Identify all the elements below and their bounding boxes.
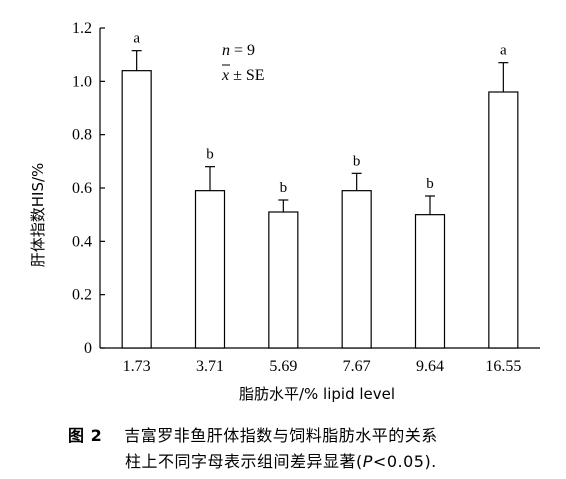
significance-letter: b — [280, 180, 288, 196]
x-tick-label: 9.64 — [416, 358, 444, 375]
figure-number: 图 2 — [68, 426, 103, 445]
caption-title: 吉富罗非鱼肝体指数与饲料脂肪水平的关系 — [124, 426, 438, 445]
caption-note: 柱上不同字母表示组间差异显著( — [125, 452, 363, 471]
x-tick-label: 5.69 — [269, 358, 297, 375]
bar — [268, 211, 299, 349]
significance-letter: a — [500, 43, 507, 59]
significance-letter: b — [206, 147, 214, 163]
y-tick-label: 0.8 — [72, 127, 92, 144]
caption-p-value: <0.05). — [372, 452, 437, 471]
y-tick-label: 1.0 — [72, 73, 92, 90]
axes: 0 0.2 0.4 0.6 0.8 1.0 1.2 — [72, 20, 540, 357]
y-tick-label: 0.6 — [72, 180, 92, 197]
x-tick-label: 1.73 — [123, 358, 151, 375]
figure-caption-line1: 图 2 吉富罗非鱼肝体指数与饲料脂肪水平的关系 — [68, 422, 558, 446]
y-tick-label: 1.2 — [72, 20, 92, 37]
bar — [414, 214, 446, 349]
bar — [488, 91, 519, 349]
bar — [341, 190, 372, 349]
x-tick-label: 7.67 — [343, 358, 371, 375]
mean-se-label: x ± SE — [221, 67, 265, 84]
y-tick-label: 0.4 — [72, 233, 92, 250]
x-tick-label: 3.71 — [196, 358, 224, 375]
significance-letter: b — [353, 153, 361, 169]
significance-letter: a — [133, 31, 140, 47]
y-tick-label: 0 — [84, 340, 92, 357]
bars-group: a 1.73 b 3.71 b 5.69 b 7.67 b 9.64 a 16.55 — [121, 31, 521, 375]
significance-letter: b — [426, 176, 434, 192]
sample-size-label: n = 9 — [222, 42, 255, 59]
y-axis-label: 肝体指数HIS/% — [29, 163, 47, 268]
bar-chart: 0 0.2 0.4 0.6 0.8 1.0 1.2 a 1.73 b 3.71 b 5.69 b 7.67… — [29, 20, 540, 403]
y-tick-label: 0.2 — [72, 287, 92, 304]
stats-annotation: n = 9 x ± SE — [221, 42, 265, 84]
bar — [194, 190, 226, 349]
x-axis-label: 脂肪水平/% lipid level — [239, 385, 395, 403]
caption-p-symbol: P — [362, 452, 373, 471]
x-tick-label: 16.55 — [485, 358, 521, 375]
bar — [121, 70, 152, 349]
figure-caption-line2: 柱上不同字母表示组间差异显著(P<0.05). — [125, 448, 555, 472]
